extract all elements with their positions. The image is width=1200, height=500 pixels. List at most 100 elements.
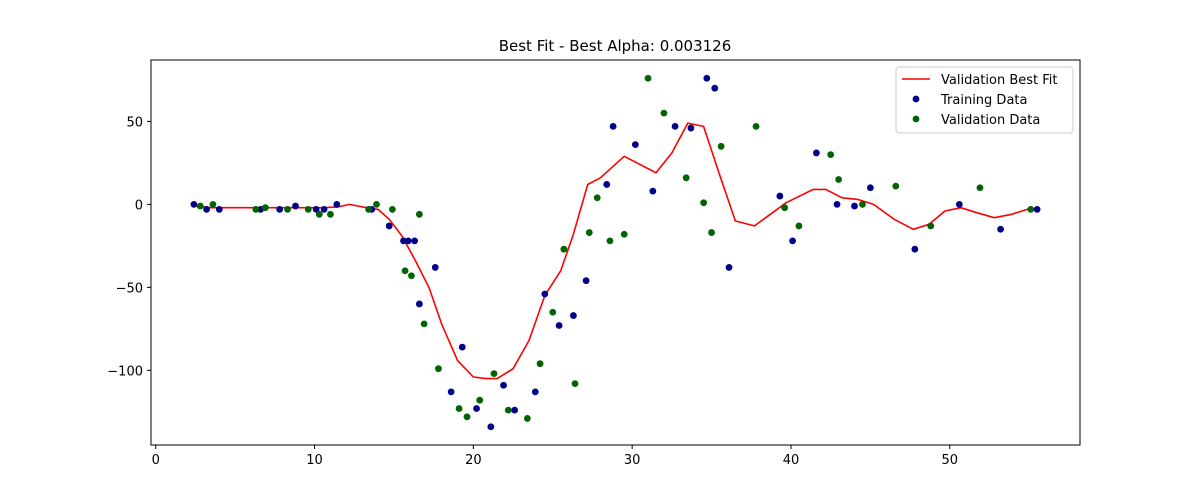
training-point xyxy=(911,245,919,253)
legend-box xyxy=(895,66,1074,134)
training-point xyxy=(190,200,198,208)
training-point xyxy=(431,264,439,271)
validation-point xyxy=(523,415,531,422)
validation-point xyxy=(644,74,652,82)
validation-point xyxy=(1027,205,1035,213)
training-point xyxy=(487,423,495,431)
training-point xyxy=(997,225,1004,233)
x-tick-label: 0 xyxy=(152,453,160,468)
validation-point xyxy=(549,308,557,316)
training-point xyxy=(833,200,841,208)
training-point xyxy=(215,205,223,213)
axes-frame xyxy=(150,59,1081,446)
validation-point xyxy=(415,210,423,218)
validation-point xyxy=(261,204,269,212)
validation-point xyxy=(327,210,334,218)
training-point xyxy=(725,264,733,271)
training-point xyxy=(511,406,519,414)
training-point xyxy=(866,184,874,192)
validation-point xyxy=(304,205,312,213)
validation-point xyxy=(927,222,935,230)
training-point xyxy=(292,202,299,210)
validation-point xyxy=(976,184,984,192)
validation-point xyxy=(660,109,668,117)
validation-point xyxy=(504,406,512,414)
training-point xyxy=(458,343,466,351)
training-point xyxy=(541,290,549,298)
training-point xyxy=(776,192,784,200)
training-point xyxy=(312,205,320,213)
training-point xyxy=(415,300,423,308)
training-point xyxy=(411,237,419,245)
x-tick-label: 50 xyxy=(942,453,959,468)
training-point xyxy=(276,205,284,213)
validation-point xyxy=(463,413,471,421)
training-point xyxy=(687,124,695,132)
training-point xyxy=(404,237,412,245)
validation-point xyxy=(682,174,690,182)
validation-point xyxy=(435,365,442,373)
training-point xyxy=(473,405,480,412)
validation-point xyxy=(408,272,415,280)
training-point xyxy=(812,149,820,157)
training-point xyxy=(671,122,679,130)
training-point xyxy=(789,237,796,245)
validation-point xyxy=(781,204,789,212)
validation-point xyxy=(717,142,725,150)
validation-point xyxy=(892,182,900,190)
validation-point xyxy=(420,320,428,328)
training-point xyxy=(385,222,393,230)
training-point xyxy=(609,122,617,130)
validation-point xyxy=(209,200,217,208)
validation-point xyxy=(252,205,260,213)
y-tick-label: 0 xyxy=(135,198,143,213)
training-point xyxy=(400,237,407,245)
training-point xyxy=(1033,205,1041,213)
validation-point xyxy=(365,205,372,213)
validation-point xyxy=(827,151,835,158)
validation-point xyxy=(620,230,628,238)
y-tick-label: −50 xyxy=(116,281,143,296)
training-point xyxy=(447,388,455,396)
y-tick-label: −100 xyxy=(107,364,143,379)
training-point xyxy=(320,205,328,213)
training-point xyxy=(649,187,657,195)
validation-point xyxy=(708,229,715,236)
x-tick-label: 20 xyxy=(465,453,482,468)
validation-point xyxy=(700,199,708,207)
validation-point xyxy=(536,360,544,368)
legend-marker-swatch xyxy=(912,115,920,123)
legend-marker-swatch xyxy=(912,95,920,103)
validation-point xyxy=(571,380,579,387)
training-point xyxy=(500,381,507,389)
training-point xyxy=(203,205,210,213)
validation-point xyxy=(795,222,803,230)
training-point xyxy=(703,74,711,82)
training-point xyxy=(582,277,590,285)
training-point xyxy=(631,141,639,149)
training-point xyxy=(555,322,563,329)
validation-point xyxy=(315,210,323,218)
validation-point xyxy=(835,176,843,183)
validation-point xyxy=(373,200,380,208)
validation-point xyxy=(196,202,204,210)
validation-point xyxy=(585,229,593,236)
validation-point xyxy=(388,205,396,213)
plot-series xyxy=(190,74,1041,431)
training-point xyxy=(851,202,858,210)
validation-point xyxy=(284,205,291,213)
training-point xyxy=(711,84,719,92)
validation-point xyxy=(490,370,498,378)
validation-point xyxy=(859,200,866,208)
validation-point xyxy=(752,122,760,130)
legend-label: Validation Data xyxy=(941,113,1040,128)
validation-point xyxy=(476,396,484,404)
y-tick-label: 50 xyxy=(126,115,143,130)
legend: Validation Best Fit Training Data Validati… xyxy=(895,66,1074,134)
validation-point xyxy=(401,267,409,275)
best-fit-line xyxy=(195,122,1033,380)
validation-point xyxy=(455,405,463,412)
validation-point xyxy=(560,245,568,253)
training-point xyxy=(570,312,577,319)
